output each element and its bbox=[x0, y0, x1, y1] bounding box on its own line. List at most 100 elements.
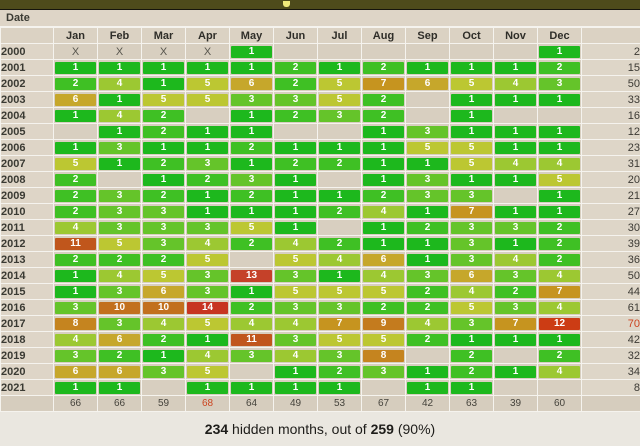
month-cell-2021-jan[interactable]: 1 bbox=[53, 379, 98, 396]
month-cell-2010-jul[interactable]: 2 bbox=[317, 203, 362, 220]
month-cell-2011-sep[interactable]: 2 bbox=[405, 219, 450, 236]
month-cell-2017-apr[interactable]: 5 bbox=[185, 315, 230, 332]
month-cell-2001-dec[interactable]: 2 bbox=[537, 59, 582, 76]
month-cell-2005-mar[interactable]: 2 bbox=[141, 123, 186, 140]
month-cell-2014-apr[interactable]: 3 bbox=[185, 267, 230, 284]
month-cell-2001-jan[interactable]: 1 bbox=[53, 59, 98, 76]
month-cell-2000-may[interactable]: 1 bbox=[229, 43, 274, 60]
month-cell-2010-dec[interactable]: 1 bbox=[537, 203, 582, 220]
month-cell-2015-dec[interactable]: 7 bbox=[537, 283, 582, 300]
month-cell-2016-mar[interactable]: 10 bbox=[141, 299, 186, 316]
month-cell-2019-mar[interactable]: 1 bbox=[141, 347, 186, 364]
month-cell-2005-nov[interactable]: 1 bbox=[493, 123, 538, 140]
month-cell-2002-sep[interactable]: 6 bbox=[405, 75, 450, 92]
month-cell-2017-feb[interactable]: 3 bbox=[97, 315, 142, 332]
month-cell-2021-may[interactable]: 1 bbox=[229, 379, 274, 396]
month-cell-2007-jul[interactable]: 2 bbox=[317, 155, 362, 172]
month-cell-2009-oct[interactable]: 3 bbox=[449, 187, 494, 204]
month-cell-2020-nov[interactable]: 1 bbox=[493, 363, 538, 380]
month-cell-2006-feb[interactable]: 3 bbox=[97, 139, 142, 156]
month-cell-2009-may[interactable]: 2 bbox=[229, 187, 274, 204]
month-cell-2009-sep[interactable]: 3 bbox=[405, 187, 450, 204]
month-cell-2018-oct[interactable]: 1 bbox=[449, 331, 494, 348]
month-cell-2017-jun[interactable]: 4 bbox=[273, 315, 318, 332]
month-cell-2014-sep[interactable]: 3 bbox=[405, 267, 450, 284]
month-cell-2019-apr[interactable]: 4 bbox=[185, 347, 230, 364]
month-cell-2001-nov[interactable]: 1 bbox=[493, 59, 538, 76]
month-cell-2008-aug[interactable]: 1 bbox=[361, 171, 406, 188]
month-cell-2010-aug[interactable]: 4 bbox=[361, 203, 406, 220]
month-cell-2009-aug[interactable]: 2 bbox=[361, 187, 406, 204]
month-cell-2016-dec[interactable]: 4 bbox=[537, 299, 582, 316]
month-cell-2001-jul[interactable]: 1 bbox=[317, 59, 362, 76]
month-cell-2015-jul[interactable]: 5 bbox=[317, 283, 362, 300]
month-cell-2018-dec[interactable]: 1 bbox=[537, 331, 582, 348]
month-cell-2006-may[interactable]: 2 bbox=[229, 139, 274, 156]
month-cell-2010-jun[interactable]: 1 bbox=[273, 203, 318, 220]
month-cell-2017-aug[interactable]: 9 bbox=[361, 315, 406, 332]
month-cell-2004-feb[interactable]: 4 bbox=[97, 107, 142, 124]
month-cell-2011-may[interactable]: 5 bbox=[229, 219, 274, 236]
month-cell-2008-sep[interactable]: 3 bbox=[405, 171, 450, 188]
month-cell-2012-may[interactable]: 2 bbox=[229, 235, 274, 252]
month-cell-2010-may[interactable]: 1 bbox=[229, 203, 274, 220]
month-cell-2018-may[interactable]: 11 bbox=[229, 331, 274, 348]
month-cell-2004-may[interactable]: 1 bbox=[229, 107, 274, 124]
month-cell-2000-dec[interactable]: 1 bbox=[537, 43, 582, 60]
month-cell-2014-may[interactable]: 13 bbox=[229, 267, 274, 284]
month-cell-2001-mar[interactable]: 1 bbox=[141, 59, 186, 76]
month-cell-2013-nov[interactable]: 4 bbox=[493, 251, 538, 268]
month-cell-2015-may[interactable]: 1 bbox=[229, 283, 274, 300]
month-cell-2001-sep[interactable]: 1 bbox=[405, 59, 450, 76]
month-cell-2012-jun[interactable]: 4 bbox=[273, 235, 318, 252]
month-cell-2018-jul[interactable]: 5 bbox=[317, 331, 362, 348]
month-cell-2008-jun[interactable]: 1 bbox=[273, 171, 318, 188]
month-cell-2003-apr[interactable]: 5 bbox=[185, 91, 230, 108]
month-cell-2020-oct[interactable]: 2 bbox=[449, 363, 494, 380]
month-cell-2004-oct[interactable]: 1 bbox=[449, 107, 494, 124]
month-cell-2014-aug[interactable]: 4 bbox=[361, 267, 406, 284]
month-cell-2011-jan[interactable]: 4 bbox=[53, 219, 98, 236]
month-cell-2020-jul[interactable]: 2 bbox=[317, 363, 362, 380]
month-cell-2008-may[interactable]: 3 bbox=[229, 171, 274, 188]
month-cell-2002-jan[interactable]: 2 bbox=[53, 75, 98, 92]
month-cell-2015-oct[interactable]: 4 bbox=[449, 283, 494, 300]
month-cell-2002-may[interactable]: 6 bbox=[229, 75, 274, 92]
month-cell-2005-may[interactable]: 1 bbox=[229, 123, 274, 140]
month-cell-2020-jun[interactable]: 1 bbox=[273, 363, 318, 380]
month-cell-2004-jun[interactable]: 2 bbox=[273, 107, 318, 124]
month-cell-2013-oct[interactable]: 3 bbox=[449, 251, 494, 268]
month-cell-2012-aug[interactable]: 1 bbox=[361, 235, 406, 252]
month-cell-2009-dec[interactable]: 1 bbox=[537, 187, 582, 204]
month-cell-2007-sep[interactable]: 1 bbox=[405, 155, 450, 172]
month-cell-2016-apr[interactable]: 14 bbox=[185, 299, 230, 316]
month-cell-2006-jan[interactable]: 1 bbox=[53, 139, 98, 156]
month-cell-2006-dec[interactable]: 1 bbox=[537, 139, 582, 156]
month-cell-2012-oct[interactable]: 3 bbox=[449, 235, 494, 252]
month-cell-2007-jan[interactable]: 5 bbox=[53, 155, 98, 172]
month-cell-2011-aug[interactable]: 1 bbox=[361, 219, 406, 236]
month-cell-2015-sep[interactable]: 2 bbox=[405, 283, 450, 300]
month-cell-2008-nov[interactable]: 1 bbox=[493, 171, 538, 188]
month-cell-2006-sep[interactable]: 5 bbox=[405, 139, 450, 156]
month-cell-2021-feb[interactable]: 1 bbox=[97, 379, 142, 396]
month-cell-2017-may[interactable]: 4 bbox=[229, 315, 274, 332]
month-cell-2016-sep[interactable]: 2 bbox=[405, 299, 450, 316]
month-cell-2006-oct[interactable]: 5 bbox=[449, 139, 494, 156]
month-cell-2010-oct[interactable]: 7 bbox=[449, 203, 494, 220]
month-cell-2013-jan[interactable]: 2 bbox=[53, 251, 98, 268]
month-cell-2020-sep[interactable]: 1 bbox=[405, 363, 450, 380]
month-cell-2017-mar[interactable]: 4 bbox=[141, 315, 186, 332]
month-cell-2016-jun[interactable]: 3 bbox=[273, 299, 318, 316]
month-cell-2018-nov[interactable]: 1 bbox=[493, 331, 538, 348]
month-cell-2010-apr[interactable]: 1 bbox=[185, 203, 230, 220]
month-cell-2018-sep[interactable]: 2 bbox=[405, 331, 450, 348]
month-cell-2018-aug[interactable]: 5 bbox=[361, 331, 406, 348]
month-cell-2005-feb[interactable]: 1 bbox=[97, 123, 142, 140]
month-cell-2014-jan[interactable]: 1 bbox=[53, 267, 98, 284]
month-cell-2014-jun[interactable]: 3 bbox=[273, 267, 318, 284]
month-cell-2008-jan[interactable]: 2 bbox=[53, 171, 98, 188]
month-cell-2012-mar[interactable]: 3 bbox=[141, 235, 186, 252]
month-cell-2021-sep[interactable]: 1 bbox=[405, 379, 450, 396]
month-cell-2008-mar[interactable]: 1 bbox=[141, 171, 186, 188]
